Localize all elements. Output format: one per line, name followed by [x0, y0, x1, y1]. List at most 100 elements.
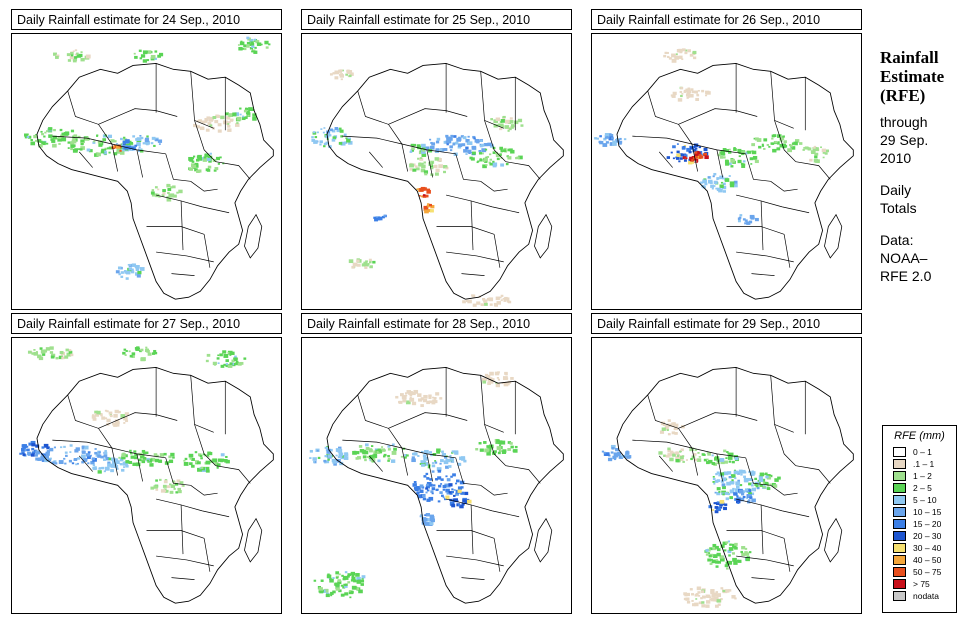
- country-border: [342, 135, 456, 155]
- legend-swatch: [893, 567, 906, 577]
- rain-patch: [423, 203, 435, 214]
- country-border: [736, 498, 783, 512]
- country-border: [480, 485, 508, 496]
- country-border: [745, 153, 771, 182]
- map-svg: [601, 367, 854, 608]
- legend-item: 30 – 40: [893, 542, 956, 554]
- panel-title: Daily Rainfall estimate for 29 Sep., 201…: [591, 313, 862, 334]
- map-panel-27-sep: Daily Rainfall estimate for 27 Sep., 201…: [11, 313, 282, 614]
- country-border: [783, 234, 791, 268]
- country-border: [774, 120, 796, 162]
- legend-label: 1 – 2: [913, 471, 932, 481]
- country-border: [726, 530, 785, 539]
- country-border: [493, 234, 501, 268]
- caption-data-line1: NOAA–: [880, 250, 928, 266]
- rain-patch: [205, 350, 247, 368]
- country-border: [436, 530, 495, 539]
- map-panel-24-sep: Daily Rainfall estimate for 24 Sep., 201…: [11, 9, 282, 310]
- country-border: [480, 375, 504, 433]
- country-border: [401, 447, 409, 476]
- country-border: [770, 485, 798, 496]
- legend-swatch: [893, 483, 906, 493]
- rain-patch: [348, 258, 376, 269]
- country-border: [782, 510, 810, 518]
- country-border: [455, 457, 481, 486]
- rainfall-legend: RFE (mm) 0 – 1 .1 – 1 1 – 2 2 – 5 5 – 10 10 –…: [882, 425, 957, 613]
- legend-swatch: [893, 555, 906, 565]
- country-border: [751, 273, 775, 276]
- map-panel-25-sep: Daily Rainfall estimate for 25 Sep., 201…: [301, 9, 572, 310]
- legend-label: 20 – 30: [913, 531, 942, 541]
- legend-swatch: [893, 591, 906, 601]
- rain-patch: [53, 49, 91, 63]
- country-border: [678, 412, 758, 429]
- rain-patch: [475, 438, 518, 456]
- legend-swatch: [893, 471, 906, 481]
- legend-swatch: [893, 531, 906, 541]
- legend-swatch: [893, 579, 906, 589]
- legend-item: nodata: [893, 590, 956, 602]
- country-border: [484, 120, 506, 162]
- country-border: [760, 200, 764, 251]
- caption-title-line3: (RFE): [880, 86, 926, 105]
- legend-item: .1 – 1: [893, 458, 956, 470]
- legend-item: 20 – 30: [893, 530, 956, 542]
- country-border: [156, 555, 214, 567]
- country-border: [180, 200, 184, 251]
- country-border: [736, 555, 794, 567]
- country-border: [190, 375, 214, 433]
- rain-patch: [462, 294, 512, 307]
- country-border: [156, 251, 214, 263]
- country-border: [190, 181, 218, 192]
- country-border: [388, 108, 468, 125]
- country-border: [774, 424, 796, 466]
- country-border: [146, 530, 205, 539]
- country-border: [171, 577, 195, 580]
- legend-item: 40 – 50: [893, 554, 956, 566]
- continent-outline: [36, 63, 274, 300]
- legend-label: .1 – 1: [913, 459, 935, 469]
- country-border: [658, 455, 673, 472]
- country-border: [678, 108, 758, 125]
- panel-title: Daily Rainfall estimate for 28 Sep., 201…: [301, 313, 572, 334]
- country-border: [647, 90, 693, 145]
- country-border: [716, 149, 723, 178]
- country-border: [98, 412, 178, 429]
- rain-patch: [658, 447, 702, 463]
- legend-swatch: [893, 459, 906, 469]
- country-border: [194, 120, 216, 162]
- country-border: [470, 200, 474, 251]
- legend-swatch: [893, 507, 906, 517]
- rain-patch: [412, 469, 465, 503]
- caption-totals-line2: Totals: [880, 200, 917, 216]
- caption-data-label: Data:: [880, 232, 914, 248]
- rain-patch: [411, 448, 467, 471]
- madagascar-outline: [244, 213, 263, 259]
- map-panel-26-sep: Daily Rainfall estimate for 26 Sep., 201…: [591, 9, 862, 310]
- country-border: [202, 510, 230, 518]
- rain-patch: [19, 440, 50, 458]
- country-border: [388, 412, 468, 429]
- rainfall-map: [11, 33, 282, 310]
- rainfall-map: [591, 337, 862, 614]
- country-border: [401, 143, 409, 172]
- legend-item: 1 – 2: [893, 470, 956, 482]
- country-border: [492, 510, 520, 518]
- country-border: [480, 71, 504, 129]
- country-border: [691, 447, 699, 476]
- country-border: [156, 498, 203, 512]
- country-border: [180, 504, 184, 555]
- madagascar-outline: [534, 517, 553, 563]
- country-border: [745, 457, 771, 486]
- country-border: [67, 90, 113, 145]
- country-border: [111, 447, 119, 476]
- rain-patch: [419, 513, 435, 526]
- map-panel-28-sep: Daily Rainfall estimate for 28 Sep., 201…: [301, 313, 572, 614]
- country-border: [632, 439, 746, 459]
- rain-patch: [311, 127, 353, 149]
- rain-patch: [802, 145, 830, 164]
- rainfall-map: [11, 337, 282, 614]
- country-border: [770, 71, 794, 129]
- country-border: [736, 194, 783, 208]
- rain-patch: [34, 444, 110, 466]
